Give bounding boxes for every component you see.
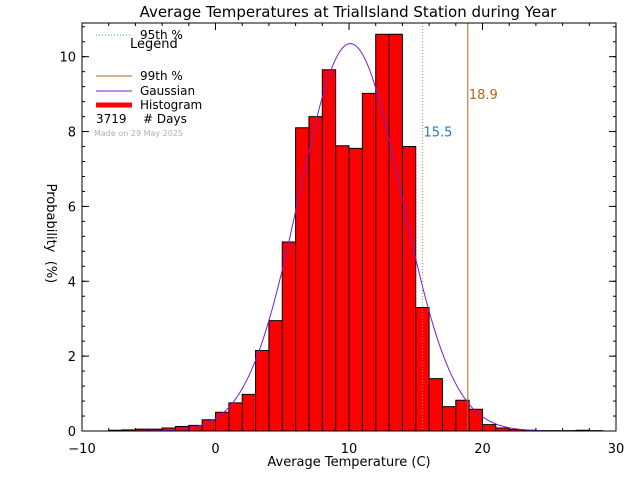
y-tick-label: 2 bbox=[68, 350, 76, 365]
chart-title: Average Temperatures at TrialIsland Stat… bbox=[140, 3, 558, 21]
histogram-bar bbox=[362, 93, 376, 432]
histogram-bar bbox=[455, 400, 470, 431]
histogram-outline bbox=[108, 33, 604, 432]
histogram-bar bbox=[122, 429, 136, 431]
histogram-bar bbox=[162, 428, 176, 431]
y-tick-label: 8 bbox=[68, 126, 76, 141]
histogram-bar bbox=[442, 406, 456, 431]
legend-label-histogram: Histogram bbox=[140, 98, 202, 112]
y-axis-label: Probability bbox=[43, 184, 58, 253]
histogram-bar bbox=[509, 429, 523, 431]
histogram-bar bbox=[135, 429, 149, 431]
y-tick-label: 4 bbox=[68, 275, 76, 290]
histogram-bar bbox=[228, 402, 243, 431]
x-tick-label: 20 bbox=[474, 442, 491, 457]
legend: Legend 95th % 99th % Gaussian Histogram … bbox=[94, 28, 202, 138]
histogram-bar bbox=[188, 425, 203, 431]
legend-label-gaussian: Gaussian bbox=[140, 84, 195, 98]
x-tick-label: 10 bbox=[341, 442, 358, 457]
histogram-bar bbox=[322, 69, 336, 431]
histogram-bar bbox=[389, 34, 403, 431]
histogram-bar bbox=[255, 350, 269, 431]
histogram-bar bbox=[495, 428, 510, 431]
percentile-lines: 15.5 18.9 bbox=[421, 23, 498, 431]
y-axis-unit: (%) bbox=[43, 261, 58, 284]
x-tick-label: 30 bbox=[608, 442, 625, 457]
legend-label-99th: 99th % bbox=[140, 69, 183, 83]
histogram-bar bbox=[202, 419, 216, 431]
histogram-bar bbox=[242, 394, 256, 431]
histogram-bar bbox=[429, 378, 443, 431]
histogram-bar bbox=[215, 412, 229, 431]
histogram-bar bbox=[375, 34, 390, 431]
y-tick-label: 6 bbox=[68, 200, 76, 215]
legend-title: Legend bbox=[130, 37, 178, 52]
histogram-bar bbox=[402, 146, 416, 431]
gaussian-curve bbox=[135, 43, 562, 432]
histogram-bar bbox=[282, 241, 296, 431]
histogram-bar bbox=[295, 127, 309, 431]
legend-label-95th: 95th % bbox=[140, 28, 183, 42]
legend-credit: Made on 29 May 2025 bbox=[94, 129, 183, 138]
histogram-bar bbox=[349, 148, 363, 431]
legend-day-count: 3719 bbox=[96, 112, 127, 126]
y-tick-label: 0 bbox=[68, 425, 76, 440]
histogram-bar bbox=[335, 145, 349, 432]
y-tick-label: 10 bbox=[59, 51, 76, 66]
histogram-bars bbox=[108, 33, 604, 432]
percentile-label: 15.5 bbox=[423, 126, 452, 141]
x-axis-label: Average Temperature (C) bbox=[267, 455, 430, 470]
histogram-bar bbox=[469, 409, 483, 431]
histogram-bar bbox=[268, 320, 283, 431]
histogram-bar bbox=[482, 424, 496, 431]
histogram-bar bbox=[415, 307, 430, 431]
x-tick-label: −10 bbox=[68, 442, 95, 457]
axis-ticks: −10 0 10 20 30 0 2 4 6 8 10 bbox=[59, 23, 624, 457]
x-tick-label: 0 bbox=[211, 442, 219, 457]
histogram-bar bbox=[308, 116, 323, 432]
legend-day-count-label: # Days bbox=[143, 112, 187, 126]
percentile-label: 18.9 bbox=[469, 88, 498, 103]
histogram-bar bbox=[148, 429, 163, 431]
